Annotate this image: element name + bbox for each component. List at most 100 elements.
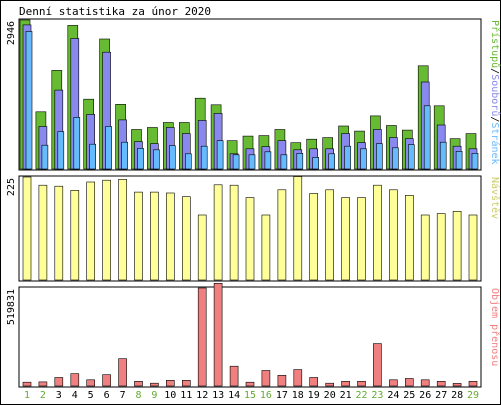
bar-visits xyxy=(277,189,287,281)
bar-visits xyxy=(389,189,398,281)
bar-stránek xyxy=(328,153,336,170)
bar-transfer xyxy=(436,380,446,387)
bar-visits xyxy=(436,213,446,281)
visits-panel-ymax-label: 225 xyxy=(6,178,17,196)
x-tick-label: 26 xyxy=(419,390,431,401)
bar-visits xyxy=(404,195,414,281)
bar-visits xyxy=(38,184,48,281)
bar-stránek xyxy=(25,31,33,170)
bar-visits xyxy=(452,211,462,281)
bar-transfer xyxy=(229,365,239,387)
bar-visits xyxy=(182,196,191,281)
x-tick-label: 7 xyxy=(120,390,126,401)
x-tick-label: 25 xyxy=(403,390,415,401)
bar-visits xyxy=(102,179,111,281)
visits-panel-frame xyxy=(18,175,482,282)
bar-transfer xyxy=(38,381,48,387)
bar-visits xyxy=(166,192,175,281)
bar-transfer xyxy=(277,374,287,387)
x-tick-label: 1 xyxy=(24,390,30,401)
bar-transfer xyxy=(86,379,95,387)
transfer-volume-panel-ymax-label: 519831 xyxy=(6,289,17,325)
bar-transfer xyxy=(102,374,111,387)
bar-stránek xyxy=(455,151,463,170)
bar-transfer xyxy=(357,380,366,387)
transfer-volume-panel-frame xyxy=(18,286,482,388)
bar-visits xyxy=(197,214,207,281)
bar-transfer xyxy=(118,358,127,387)
bar-visits xyxy=(245,197,255,281)
bar-visits xyxy=(150,191,159,281)
x-tick-label: 24 xyxy=(387,390,399,401)
bar-stránek xyxy=(471,153,479,170)
bar-transfer xyxy=(213,282,223,387)
bar-transfer xyxy=(261,370,271,387)
x-tick-label: 15 xyxy=(244,390,256,401)
x-tick-label: 12 xyxy=(196,390,208,401)
bar-visits xyxy=(325,189,335,281)
bar-visits xyxy=(213,184,223,281)
bar-stránek xyxy=(392,147,399,170)
bar-stránek xyxy=(232,154,240,170)
bar-transfer xyxy=(245,381,255,387)
x-tick-label: 21 xyxy=(340,390,352,401)
bar-visits xyxy=(86,181,95,281)
bar-stránek xyxy=(248,154,256,170)
bar-transfer xyxy=(341,380,350,387)
bar-stránek xyxy=(57,131,65,170)
bar-transfer xyxy=(150,382,159,387)
x-tick-label: 2 xyxy=(40,390,46,401)
x-tick-label: 4 xyxy=(72,390,78,401)
x-tick-label: 8 xyxy=(135,390,141,401)
bar-visits xyxy=(118,179,127,281)
bar-transfer xyxy=(325,382,335,387)
bar-transfer xyxy=(134,380,143,387)
bar-stránek xyxy=(185,153,192,170)
bar-stránek xyxy=(280,154,288,170)
visits-panel-legend-item: Návštěv xyxy=(489,177,501,219)
x-tick-label: 20 xyxy=(324,390,336,401)
bar-stránek xyxy=(89,143,96,170)
x-tick-label: 22 xyxy=(355,390,367,401)
visits-panel-legend: Návštěv xyxy=(489,177,501,219)
x-tick-label: 9 xyxy=(151,390,157,401)
bar-visits xyxy=(54,185,64,281)
bar-transfer xyxy=(166,379,175,387)
bar-stránek xyxy=(376,143,383,170)
bar-stránek xyxy=(407,144,415,170)
bar-visits xyxy=(357,197,366,281)
bar-visits xyxy=(468,214,478,281)
bar-stránek xyxy=(216,140,224,170)
hits-files-pages-panel-legend-item: Souborů xyxy=(489,74,501,116)
bar-visits xyxy=(22,176,32,281)
x-tick-label: 17 xyxy=(276,390,288,401)
hits-files-pages-panel-legend-item: / xyxy=(489,116,500,122)
hits-files-pages-panel-legend: Přístupů/Souborů/Stránek xyxy=(489,20,501,165)
bar-transfer xyxy=(452,383,462,387)
bar-stránek xyxy=(423,105,431,170)
x-tick-label: 28 xyxy=(451,390,463,401)
bar-transfer xyxy=(54,377,64,387)
bar-transfer xyxy=(70,373,80,387)
x-tick-label: 19 xyxy=(308,390,320,401)
bar-stránek xyxy=(121,141,128,170)
bar-stránek xyxy=(312,157,320,170)
x-tick-label: 27 xyxy=(435,390,447,401)
hits-files-pages-panel-legend-item: Stránek xyxy=(489,122,501,164)
x-tick-label: 10 xyxy=(164,390,176,401)
bar-transfer xyxy=(373,343,382,387)
bar-visits xyxy=(341,197,350,281)
x-tick-label: 13 xyxy=(212,390,224,401)
bar-stránek xyxy=(105,126,112,170)
bar-transfer xyxy=(22,381,32,387)
x-tick-label: 16 xyxy=(260,390,272,401)
bar-visits xyxy=(373,184,382,281)
bar-transfer xyxy=(468,380,478,387)
bar-stránek xyxy=(153,149,160,170)
bar-visits xyxy=(134,191,143,281)
bar-stránek xyxy=(169,145,176,170)
x-tick-label: 6 xyxy=(104,390,110,401)
bar-stránek xyxy=(344,145,351,170)
bar-visits xyxy=(261,214,271,281)
